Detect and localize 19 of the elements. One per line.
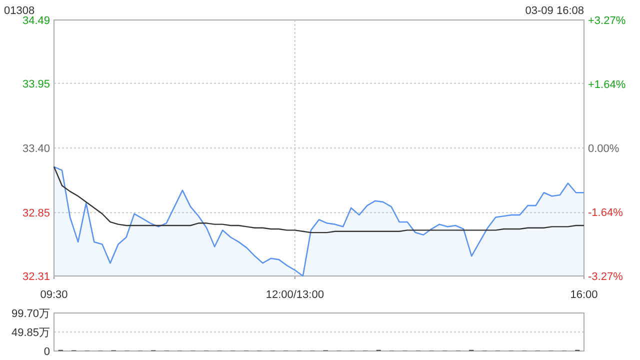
x-tick-label: 12:00/13:00 [266, 289, 324, 301]
y-tick-label: 99.70万 [11, 308, 50, 320]
y-tick-label: 33.95 [22, 78, 50, 90]
y2-tick-label: +1.64% [588, 78, 626, 91]
line-series [53, 166, 585, 234]
y-tick-label: 0 [44, 346, 50, 358]
x-tick-label: 09:30 [40, 289, 68, 301]
y-tick-label: 32.85 [22, 208, 50, 220]
chart-title: 01308 [4, 5, 35, 17]
text: 03-09 16:08 [525, 5, 584, 17]
y-tick-label: 34.49 [22, 15, 50, 27]
y-tick-label: 49.85万 [11, 327, 50, 339]
y-tick-label: 33.40 [22, 143, 50, 155]
y2-tick-label: -3.27% [588, 271, 624, 283]
x-tick-label: 16:00 [570, 289, 598, 301]
y2-tick-label: -1.64% [588, 207, 624, 220]
y2-tick-label: 0.00% [588, 143, 620, 155]
y-tick-label: 32.31 [22, 271, 50, 283]
y2-tick-label: +3.27% [588, 15, 626, 27]
